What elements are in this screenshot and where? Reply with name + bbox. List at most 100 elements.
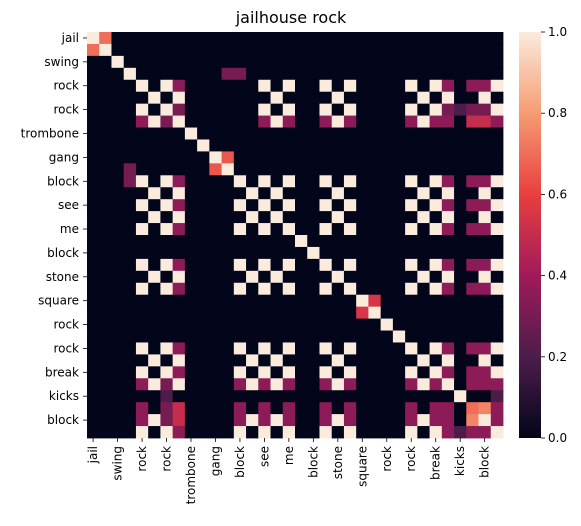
heatmap-cell [282,318,296,331]
heatmap-cell [282,270,296,284]
heatmap-cell [343,402,357,415]
heatmap-cell [160,151,174,164]
heatmap-cell [258,246,271,260]
heatmap-cell [111,246,125,260]
heatmap-cell [417,67,430,81]
heatmap-cell [368,306,382,319]
heatmap-cell [380,43,394,57]
heatmap-cell [331,91,345,105]
heatmap-cell [111,318,125,331]
heatmap-cell [380,187,394,200]
heatmap-cell [160,139,174,152]
heatmap-cell [319,43,333,57]
heatmap-cell [295,55,308,69]
heatmap-cell [209,366,222,379]
heatmap-cell [197,426,210,439]
heatmap-cell [307,187,320,200]
heatmap-cell [184,223,198,236]
heatmap-cell [417,103,430,116]
heatmap-cell [99,151,112,164]
heatmap-cell [466,32,479,45]
heatmap-cell [307,366,320,379]
colorbar-tick-label: 0.0 [548,431,567,445]
heatmap-cell [441,91,455,105]
heatmap-cell [184,414,198,427]
x-tick-label: square [355,446,369,487]
heatmap-cell [135,258,149,272]
heatmap-cell [319,258,333,272]
heatmap-cell [123,318,137,331]
heatmap-cell [184,235,198,248]
heatmap-cell [417,199,430,212]
heatmap-cell [319,402,333,415]
heatmap-cell [99,211,112,224]
heatmap-cell [295,390,308,403]
heatmap-cell [258,330,271,343]
heatmap-cell [417,151,430,164]
heatmap-cell [454,354,467,367]
heatmap-cell [441,79,455,93]
heatmap-cell [405,199,418,212]
heatmap-cell [197,211,210,224]
heatmap-cell [429,79,443,93]
heatmap-cell [380,235,394,248]
heatmap-cell [270,414,284,427]
heatmap-cell [331,163,345,176]
heatmap-cell [148,151,161,164]
heatmap-cell [454,91,467,105]
heatmap-cell [343,414,357,427]
heatmap-cell [466,223,479,236]
heatmap-cell [258,199,271,212]
heatmap-cell [87,187,100,200]
heatmap-cell [197,91,210,105]
heatmap-cell [99,390,112,403]
heatmap-cell [111,127,125,140]
heatmap-cell [392,163,406,176]
heatmap-cell [209,282,222,296]
heatmap-cell [246,79,259,93]
heatmap-cell [209,211,222,224]
heatmap-cell [405,342,418,355]
heatmap-cell [221,366,235,379]
heatmap-cell [478,127,492,140]
heatmap-cell [380,270,394,284]
heatmap-cell [233,366,247,379]
heatmap-cell [478,32,492,45]
heatmap-cell [417,330,430,343]
heatmap-cell [87,330,100,343]
heatmap-cell [148,246,161,260]
heatmap-cell [490,127,504,140]
heatmap-cell [478,91,492,105]
heatmap-cell [380,414,394,427]
heatmap-cell [417,175,430,188]
heatmap-cell [87,426,100,439]
y-axis: jail swing rock rock trombone gang block see me b… [21,31,87,427]
heatmap-cell [184,211,198,224]
heatmap-cell [246,151,259,164]
chart-title: jailhouse rock [235,8,347,27]
heatmap-cell [184,187,198,200]
heatmap-cell [490,79,504,93]
heatmap-cell [343,330,357,343]
heatmap-cell [99,342,112,355]
heatmap-cell [441,175,455,188]
heatmap-cell [99,354,112,367]
heatmap-cell [246,235,259,248]
x-tick-label: see [257,446,271,467]
heatmap-cell [123,354,137,367]
heatmap-cell [270,390,284,403]
heatmap-cell [221,55,235,69]
heatmap-cell [356,91,369,105]
heatmap-cell [135,139,149,152]
heatmap-cell [258,235,271,248]
heatmap-cell [307,426,320,439]
heatmap-cell [246,246,259,260]
heatmap-cell [135,378,149,391]
heatmap-cell [429,199,443,212]
heatmap-cell [258,282,271,296]
heatmap-cell [343,199,357,212]
heatmap-cell [221,342,235,355]
heatmap-cell [135,32,149,45]
heatmap-cell [123,187,137,200]
heatmap-cell [380,390,394,403]
